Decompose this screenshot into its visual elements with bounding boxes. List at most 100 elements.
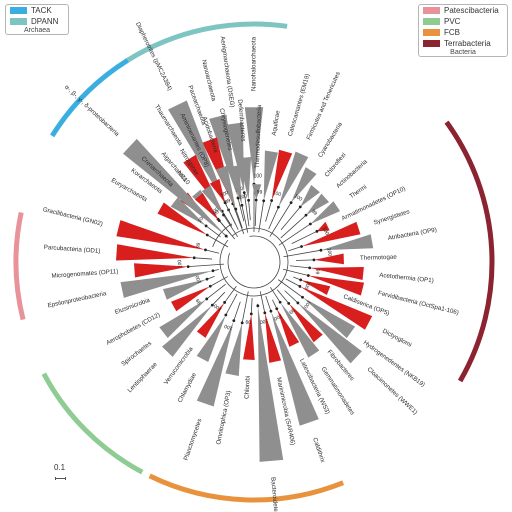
node-aminicenantes-op8	[223, 201, 227, 205]
clade-caldiserica-op5	[300, 279, 331, 296]
legend-swatch-patescibacteria	[423, 7, 440, 14]
taxon-label-aquificae: Aquificae	[271, 109, 282, 136]
node-caldithrix	[269, 309, 273, 313]
branch-gracilibacteria-gn02	[205, 249, 220, 254]
branch-nanoarchaeota	[237, 197, 245, 222]
arc-fcb	[148, 473, 345, 503]
legend-label-dpann: DPANN	[31, 17, 59, 26]
support-value: 99	[314, 268, 321, 274]
taxon-label-nanoarchaeota: Nanoarchaeota	[200, 59, 217, 102]
legend-item-fcb: FCB	[419, 27, 507, 38]
support-value: 100	[223, 323, 233, 331]
branch-hydrogenedentes-nkb19	[278, 279, 303, 298]
branch-nitrospirae	[223, 214, 238, 238]
support-value: 99	[245, 318, 251, 324]
branch-fibrobacteres	[276, 289, 290, 304]
scale-bar-line	[55, 477, 66, 480]
branch-fervidibacteria-octspa1-106	[283, 268, 309, 276]
support-value: 99	[224, 198, 232, 206]
branch-gemmatimonadetes	[270, 286, 281, 303]
branch-euryarchaeota	[207, 234, 229, 248]
clade-bacteroidetes	[257, 305, 284, 462]
legend-item-pvc: PVC	[419, 16, 507, 27]
legend-label-tack: TACK	[31, 6, 52, 15]
support-value: 100	[325, 248, 332, 257]
clade-acidobacteria	[215, 165, 236, 210]
clade-actinobacteria	[306, 193, 330, 216]
clade-cloacimonetes-wwe1	[297, 302, 362, 364]
node-chlorobi	[249, 312, 253, 316]
node-firmicutes-and-tenericutes	[277, 205, 280, 209]
clade-chlamydiae	[196, 314, 226, 363]
node-microgenomates-op11	[186, 265, 190, 269]
legend-item-patescibacteria: Patescibacteria	[419, 5, 507, 16]
branch-planctomycetes	[233, 301, 241, 321]
node-fibrobacteres	[287, 301, 291, 305]
clade-parcubacteria-od1	[116, 244, 195, 261]
branch-thaumarchaeota	[221, 210, 233, 227]
support-value: 99	[257, 189, 263, 195]
clade-chrysiogenetes	[227, 165, 242, 206]
node-epsilonproteobacteria	[211, 269, 215, 273]
node-euryarchaeota	[205, 233, 209, 237]
clade-omnitrophica-op3	[225, 322, 243, 376]
clade-deferribacteres	[238, 157, 252, 201]
taxon-label-hydrogenedentes-nkb19: Hydrogenedentes (NKB19)	[362, 339, 426, 388]
node-acidobacteria	[234, 207, 238, 211]
taxon-label-acetothermia-op1: Acetothermia (OP1)	[379, 272, 434, 285]
branch-cyanobacteria	[269, 202, 292, 237]
taxon-label-chlamydiae: Chlamydiae	[177, 371, 199, 404]
branch-acetothermia-op1	[289, 265, 310, 269]
branch-aquificae	[258, 200, 265, 233]
clade-caldithrix	[270, 311, 319, 426]
node-lentisphaerae	[210, 303, 214, 307]
clade-gracilibacteria-gn02	[116, 220, 206, 250]
clade-planctomycetes	[196, 320, 234, 407]
node-latescibacteria-ws3	[275, 307, 279, 311]
branch-microgenomates-op11	[188, 263, 225, 268]
taxon-label-thermodesulfobacteria: Thermodesulfobacteria	[254, 104, 263, 168]
taxon-label-spirochaetes: Spirochaetes	[120, 340, 153, 368]
clade-chloroflexi	[300, 184, 320, 207]
node-gracilibacteria-gn02	[204, 248, 207, 252]
branch-dictyoglomi	[285, 278, 301, 287]
taxon-label-elusimicrobia: Elusimicrobia	[114, 297, 151, 316]
branch-spirochaetes	[206, 283, 226, 300]
legend-label-fcb: FCB	[444, 28, 460, 37]
support-value: 100	[254, 173, 263, 179]
branch-aerophobetes-cd12	[210, 276, 228, 287]
node-calescamantes-em19	[270, 199, 274, 202]
support-value: 100	[197, 214, 207, 224]
node-thermotogae	[312, 258, 316, 262]
node-acetothermia-op1	[308, 266, 312, 270]
node-parcubacteria-od1	[192, 256, 196, 260]
taxon-label-planctomycetes: Planctomycetes	[183, 418, 204, 462]
taxon-label-epsilonproteobacteria: Epsilonproteobacteria	[47, 290, 108, 309]
node-synergistetes	[300, 245, 303, 248]
legend-archaea: TACK DPANN Archaea	[5, 4, 69, 35]
arc-patescibacteria	[13, 211, 26, 321]
support-value: 100	[220, 190, 230, 199]
legend-group-archaea: Archaea	[23, 27, 51, 34]
clade-thermotogae	[313, 253, 344, 265]
support-value: 99	[212, 209, 220, 217]
clade-thermi	[310, 201, 341, 224]
clade-verrucomicrobia	[196, 302, 225, 338]
clade-aminicenantes-op8	[209, 178, 226, 203]
node-gemmatimonadetes	[278, 300, 282, 304]
legend-label-patescibacteria: Patescibacteria	[444, 6, 499, 15]
node-atribacteria-op9	[319, 248, 323, 252]
taxon-label-parcubacteria-od1: Parcubacteria (OD1)	[44, 244, 101, 255]
legend-item-tack: TACK	[6, 5, 68, 16]
clade-dictyoglomi	[299, 286, 373, 330]
scale-bar: 0.1	[54, 463, 66, 480]
clade-marinimicrobia-sar406	[264, 312, 282, 363]
node-aenigmarchaeota-dseg	[242, 191, 246, 195]
clade-nanohaloarchaeota	[244, 107, 264, 184]
taxon-label-omnitrophica-op3: Omnitrophica (OP3)	[215, 390, 232, 445]
node-bacteroidetes	[256, 304, 260, 308]
branch-latescibacteria-ws3	[272, 299, 278, 309]
clade-nitrospirae	[201, 185, 224, 216]
support-value: 100	[272, 190, 282, 198]
taxon-label-chlorobi: Chlorobi	[243, 376, 251, 399]
